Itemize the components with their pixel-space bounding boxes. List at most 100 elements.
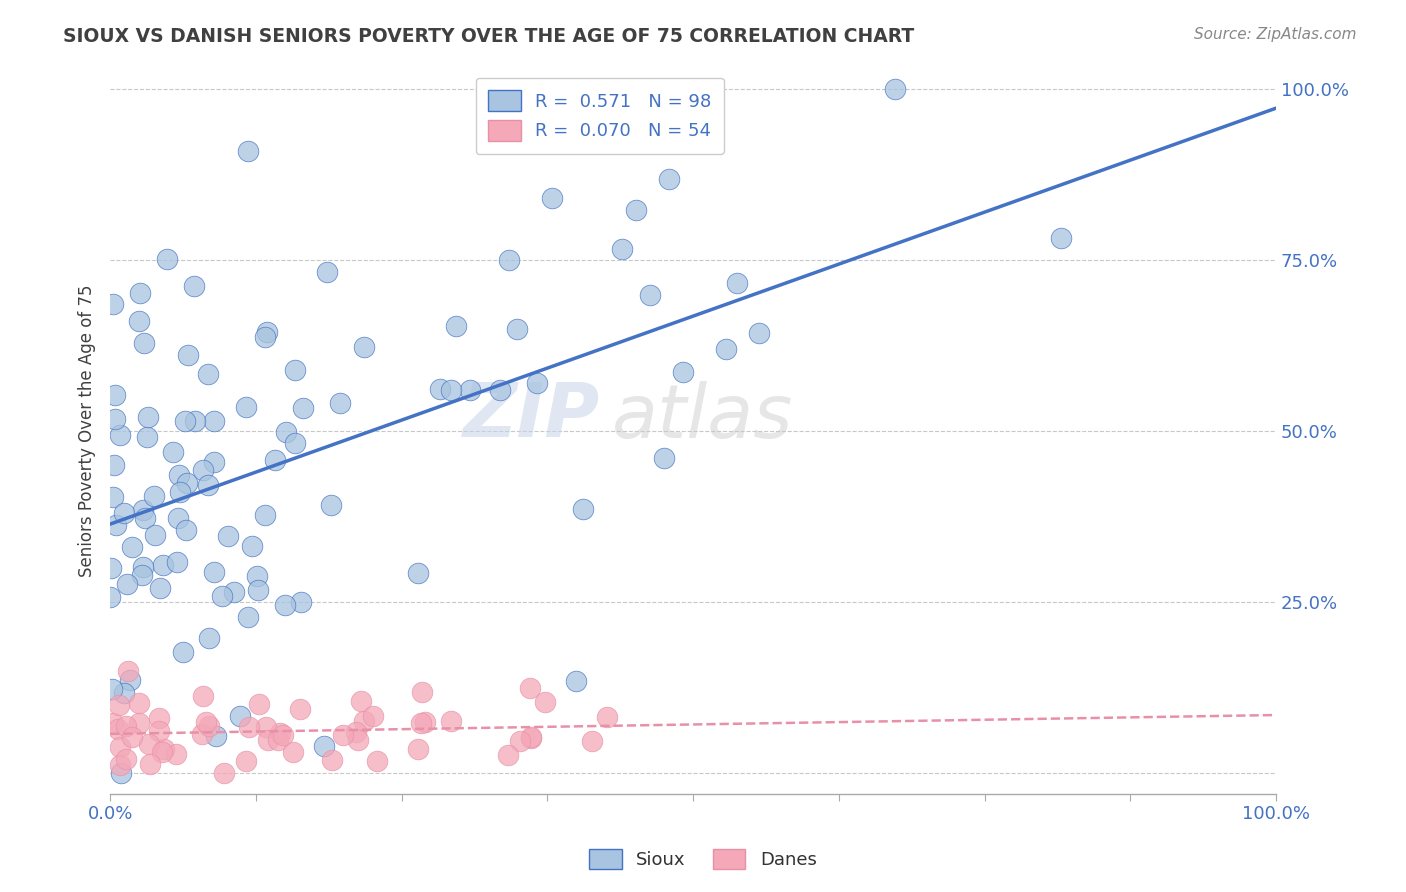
Point [274, 598, 297, 612]
Point [290, 595, 312, 609]
Point [366, 754, 388, 768]
Point [190, 727, 212, 741]
Point [672, 365, 695, 379]
Point [202, 414, 225, 428]
Point [174, 414, 197, 428]
Point [415, 714, 437, 729]
Point [156, 252, 179, 267]
Point [284, 362, 307, 376]
Point [242, 539, 264, 553]
Point [361, 709, 384, 723]
Point [198, 631, 221, 645]
Point [520, 731, 543, 745]
Legend: R =  0.571   N = 98, R =  0.070   N = 54: R = 0.571 N = 98, R = 0.070 N = 54 [475, 78, 724, 153]
Point [162, 445, 184, 459]
Point [152, 558, 174, 573]
Point [284, 436, 307, 450]
Point [458, 383, 481, 397]
Point [224, 585, 246, 599]
Point [205, 729, 228, 743]
Point [112, 685, 135, 699]
Point [103, 297, 125, 311]
Point [658, 171, 681, 186]
Point [204, 566, 226, 580]
Point [150, 745, 173, 759]
Point [496, 748, 519, 763]
Point [112, 507, 135, 521]
Point [526, 376, 548, 390]
Point [520, 731, 543, 746]
Point [193, 689, 215, 703]
Point [353, 714, 375, 728]
Point [165, 747, 187, 761]
Point [748, 326, 770, 340]
Point [533, 695, 555, 709]
Point [439, 383, 461, 397]
Point [101, 490, 124, 504]
Point [195, 714, 218, 729]
Point [104, 388, 127, 402]
Point [114, 752, 136, 766]
Point [197, 368, 219, 382]
Point [254, 508, 277, 522]
Point [572, 501, 595, 516]
Point [725, 276, 748, 290]
Point [256, 325, 278, 339]
Point [291, 401, 314, 415]
Point [429, 382, 451, 396]
Point [136, 410, 159, 425]
Point [117, 664, 139, 678]
Point [100, 561, 122, 575]
Point [148, 711, 170, 725]
Point [236, 144, 259, 158]
Point [229, 709, 252, 723]
Point [288, 702, 311, 716]
Point [344, 724, 367, 739]
Point [321, 753, 343, 767]
Point [167, 511, 190, 525]
Point [581, 734, 603, 748]
Y-axis label: Seniors Poverty Over the Age of 75: Seniors Poverty Over the Age of 75 [79, 285, 96, 577]
Point [624, 203, 647, 218]
Point [174, 523, 197, 537]
Text: ZIP: ZIP [463, 380, 600, 453]
Point [408, 742, 430, 756]
Point [121, 540, 143, 554]
Point [101, 681, 124, 696]
Point [329, 396, 352, 410]
Point [132, 560, 155, 574]
Point [118, 673, 141, 687]
Point [211, 589, 233, 603]
Point [114, 719, 136, 733]
Point [1050, 230, 1073, 244]
Point [128, 715, 150, 730]
Point [169, 484, 191, 499]
Point [166, 555, 188, 569]
Point [254, 720, 277, 734]
Point [332, 728, 354, 742]
Point [269, 726, 291, 740]
Point [315, 265, 337, 279]
Point [128, 314, 150, 328]
Text: SIOUX VS DANISH SENIORS POVERTY OVER THE AGE OF 75 CORRELATION CHART: SIOUX VS DANISH SENIORS POVERTY OVER THE… [63, 27, 914, 45]
Point [172, 645, 194, 659]
Point [177, 348, 200, 362]
Point [353, 340, 375, 354]
Point [121, 731, 143, 745]
Point [115, 577, 138, 591]
Point [108, 428, 131, 442]
Point [101, 716, 124, 731]
Point [142, 489, 165, 503]
Point [884, 82, 907, 96]
Point [509, 734, 531, 748]
Point [197, 478, 219, 492]
Point [519, 681, 541, 695]
Point [104, 411, 127, 425]
Point [131, 567, 153, 582]
Point [135, 429, 157, 443]
Point [183, 414, 205, 428]
Point [149, 581, 172, 595]
Point [257, 733, 280, 747]
Point [131, 503, 153, 517]
Point [198, 719, 221, 733]
